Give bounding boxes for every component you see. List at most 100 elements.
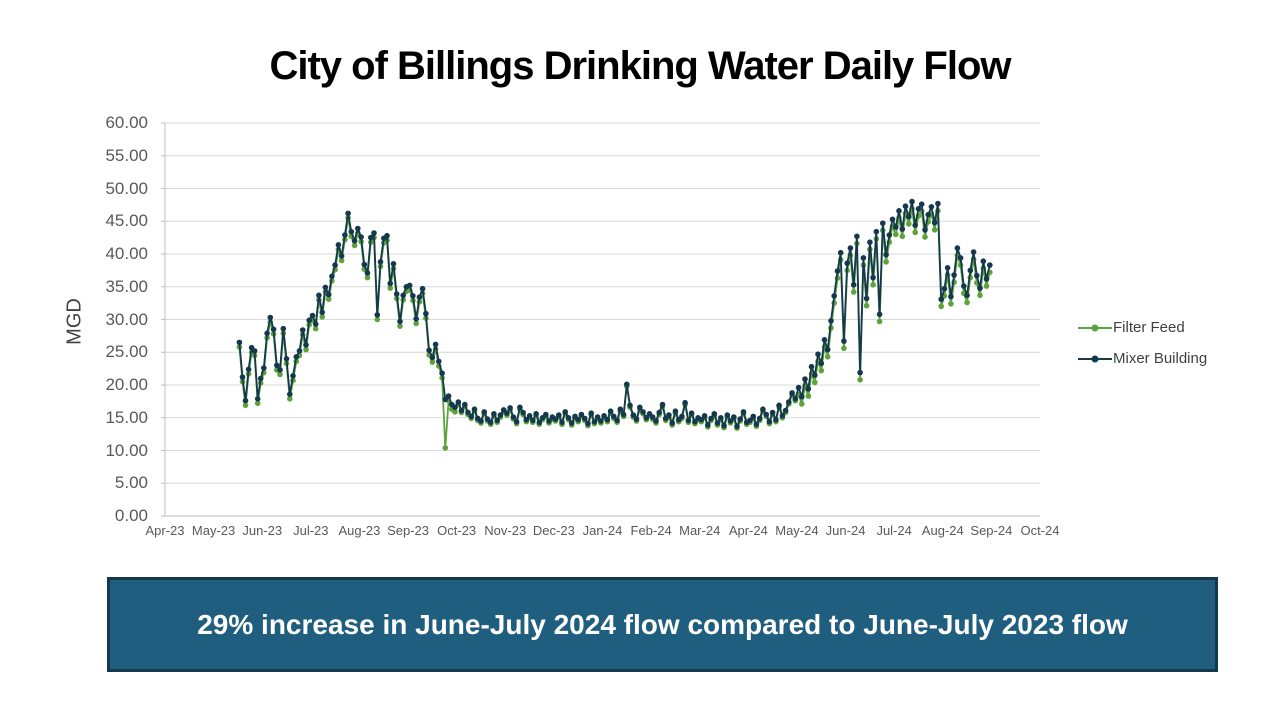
mixer-building-marker — [504, 410, 510, 417]
mixer-building-marker — [731, 414, 737, 420]
mixer-building-marker — [267, 314, 274, 321]
mixer-building-marker — [342, 232, 348, 238]
mixer-building-marker — [429, 354, 436, 361]
mixer-building-marker — [361, 261, 368, 268]
mixer-building-marker — [410, 293, 416, 299]
mixer-building-marker — [413, 316, 420, 322]
filter-feed-marker — [319, 314, 326, 320]
mixer-building-marker — [896, 208, 902, 214]
mixer-building-marker — [983, 276, 990, 282]
filter-feed-marker — [899, 233, 906, 240]
mixer-building-marker — [740, 409, 747, 415]
mixer-building-marker — [951, 272, 957, 278]
mixer-building-marker — [857, 369, 863, 376]
filter-feed-marker — [863, 302, 870, 309]
mixer-building-marker — [708, 415, 714, 422]
mixer-building-marker — [575, 416, 581, 423]
filter-feed-marker — [906, 221, 912, 227]
mixer-building-marker — [724, 412, 731, 418]
mixer-building-marker — [487, 419, 494, 426]
filter-feed-marker — [413, 320, 420, 327]
mixer-building-marker — [556, 412, 562, 418]
mixer-building-marker — [497, 412, 504, 418]
mixer-building-marker — [601, 413, 607, 419]
mixer-building-marker — [351, 238, 358, 244]
x-tick-label: Oct-24 — [1020, 523, 1060, 538]
mixer-building-marker — [987, 262, 993, 268]
mixer-building-marker — [491, 411, 497, 417]
mixer-building-marker — [536, 419, 543, 426]
mixer-building-marker — [481, 409, 488, 415]
mixer-building-marker — [821, 337, 828, 343]
mixer-building-marker — [863, 295, 870, 302]
mixer-building-marker — [280, 325, 287, 332]
mixer-building-marker — [329, 273, 335, 280]
filter-feed-marker — [824, 354, 831, 360]
mixer-building-marker — [283, 356, 290, 362]
x-tick-label: Nov-23 — [484, 523, 527, 538]
mixer-building-marker — [812, 372, 818, 379]
mixer-building-marker — [850, 282, 857, 288]
y-tick-label: 45.00 — [105, 211, 148, 231]
mixer-building-marker — [786, 399, 792, 405]
mixer-building-marker — [682, 399, 688, 406]
mixer-building-marker — [257, 375, 264, 382]
mixer-building-marker — [236, 339, 243, 346]
mixer-building-marker — [967, 267, 974, 274]
mixer-building-marker — [513, 418, 520, 425]
mixer-building-marker — [867, 239, 873, 245]
y-tick-label: 5.00 — [114, 473, 148, 493]
mixer-building-marker — [672, 408, 679, 415]
filter-feed-marker — [805, 393, 812, 399]
mixer-building-marker — [594, 414, 601, 420]
mixer-building-marker — [630, 412, 637, 418]
mixer-building-marker — [640, 409, 646, 415]
filter-feed-marker — [883, 259, 889, 265]
mixer-building-marker — [507, 405, 513, 411]
filter-feed-marker — [351, 242, 358, 249]
filter-feed-marker — [287, 396, 293, 402]
mixer-building-marker — [627, 402, 633, 409]
mixer-building-marker — [669, 420, 675, 426]
mixer-building-marker — [371, 230, 377, 236]
filter-feed-marker — [857, 377, 863, 383]
mixer-building-marker — [844, 260, 850, 267]
mixer-building-marker — [520, 409, 526, 416]
mixer-building-marker — [624, 381, 630, 388]
mixer-building-marker — [312, 321, 319, 327]
mixer-building-marker — [789, 390, 795, 396]
mixer-building-marker — [779, 413, 786, 419]
mixer-building-marker — [795, 384, 802, 391]
mixer-building-marker — [915, 206, 922, 212]
mixer-building-marker — [325, 291, 332, 298]
mixer-building-marker — [637, 404, 643, 411]
mixer-building-marker — [970, 249, 977, 255]
mixer-building-marker — [251, 348, 258, 354]
mixer-building-marker — [517, 404, 523, 411]
mixer-building-marker — [643, 415, 650, 421]
filter-feed-marker — [812, 379, 818, 386]
mixer-building-marker — [607, 408, 614, 415]
mixer-building-marker — [397, 318, 403, 325]
mixer-building-marker — [837, 249, 844, 256]
filter-feed-marker — [983, 283, 990, 289]
mixer-building-marker — [964, 292, 970, 299]
mixer-building-marker — [883, 251, 889, 258]
filter-feed-legend-marker-icon — [1078, 324, 1112, 331]
filter-feed-marker — [893, 231, 899, 238]
mixer-building-marker — [387, 280, 394, 287]
y-tick-label: 10.00 — [105, 440, 148, 460]
mixer-building-marker — [242, 397, 249, 404]
filter-feed-marker — [312, 325, 319, 332]
mixer-building-marker — [523, 416, 530, 423]
mixer-building-marker — [581, 415, 588, 422]
x-tick-label: Aug-24 — [921, 523, 964, 538]
mixer-building-marker — [309, 312, 316, 319]
mixer-building-marker — [705, 422, 711, 428]
mixer-building-marker — [977, 285, 983, 291]
mixer-building-marker — [585, 420, 591, 427]
mixer-building-marker — [468, 413, 475, 420]
legend-label: Filter Feed — [1113, 319, 1185, 336]
y-tick-label: 50.00 — [105, 178, 148, 198]
